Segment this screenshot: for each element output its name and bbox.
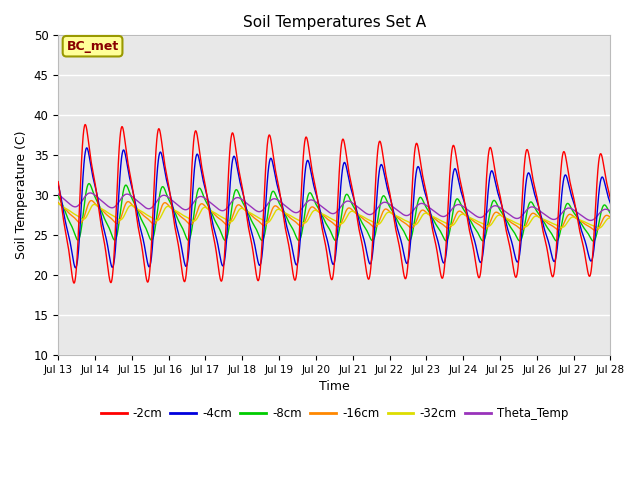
-8cm xyxy=(481,236,488,241)
-8cm xyxy=(85,180,93,186)
Theta_Temp xyxy=(226,201,234,207)
-32cm xyxy=(226,219,234,225)
-8cm xyxy=(226,218,234,224)
-16cm xyxy=(88,198,95,204)
-2cm xyxy=(121,138,129,144)
-8cm xyxy=(436,228,444,233)
-4cm xyxy=(72,265,79,271)
Line: -4cm: -4cm xyxy=(58,148,611,268)
-32cm xyxy=(436,217,444,223)
Title: Soil Temperatures Set A: Soil Temperatures Set A xyxy=(243,15,426,30)
-16cm xyxy=(226,220,234,226)
Line: -8cm: -8cm xyxy=(58,183,611,241)
-16cm xyxy=(54,200,62,205)
Theta_Temp xyxy=(54,191,62,197)
-4cm xyxy=(481,230,489,236)
-16cm xyxy=(121,203,129,209)
X-axis label: Time: Time xyxy=(319,380,349,393)
-4cm xyxy=(120,148,128,154)
-2cm xyxy=(607,196,614,202)
-2cm xyxy=(227,144,234,150)
Theta_Temp xyxy=(120,192,128,198)
Theta_Temp xyxy=(86,190,94,196)
Theta_Temp xyxy=(607,208,614,214)
-4cm xyxy=(227,181,234,187)
-4cm xyxy=(121,150,129,156)
Y-axis label: Soil Temperature (C): Soil Temperature (C) xyxy=(15,131,28,259)
-32cm xyxy=(120,214,127,219)
-32cm xyxy=(54,201,62,206)
-32cm xyxy=(89,202,97,208)
Text: BC_met: BC_met xyxy=(67,40,118,53)
-2cm xyxy=(90,171,97,177)
-2cm xyxy=(436,267,444,273)
-32cm xyxy=(121,212,129,218)
-4cm xyxy=(83,145,90,151)
-4cm xyxy=(90,176,97,181)
-16cm xyxy=(90,199,97,204)
-8cm xyxy=(607,211,614,216)
Theta_Temp xyxy=(587,217,595,223)
-16cm xyxy=(607,215,614,220)
-16cm xyxy=(481,226,488,232)
-4cm xyxy=(607,201,614,206)
-8cm xyxy=(54,193,62,199)
-8cm xyxy=(90,189,97,195)
Theta_Temp xyxy=(90,191,97,197)
-16cm xyxy=(592,228,600,233)
-2cm xyxy=(70,280,78,286)
-4cm xyxy=(436,247,444,253)
Line: -32cm: -32cm xyxy=(58,204,611,228)
-16cm xyxy=(436,220,444,226)
Line: -16cm: -16cm xyxy=(58,201,611,230)
-32cm xyxy=(481,222,488,228)
-8cm xyxy=(121,183,129,189)
-16cm xyxy=(120,205,128,211)
-2cm xyxy=(120,132,128,138)
-4cm xyxy=(54,181,62,187)
-8cm xyxy=(589,238,597,244)
Line: -2cm: -2cm xyxy=(58,125,611,283)
-32cm xyxy=(607,215,614,221)
Theta_Temp xyxy=(121,192,129,198)
Theta_Temp xyxy=(436,213,444,218)
Legend: -2cm, -4cm, -8cm, -16cm, -32cm, Theta_Temp: -2cm, -4cm, -8cm, -16cm, -32cm, Theta_Te… xyxy=(96,402,573,425)
Line: Theta_Temp: Theta_Temp xyxy=(58,193,611,220)
-2cm xyxy=(81,122,89,128)
Theta_Temp xyxy=(481,212,488,218)
-8cm xyxy=(120,186,128,192)
-32cm xyxy=(595,225,603,231)
-2cm xyxy=(481,204,489,209)
-2cm xyxy=(54,179,62,184)
